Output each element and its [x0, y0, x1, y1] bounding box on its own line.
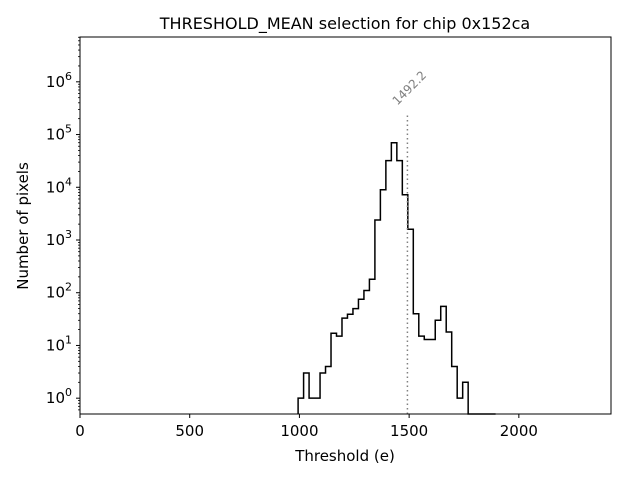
y-tick-base: 10 — [46, 389, 65, 407]
y-tick-exponent: 2 — [65, 281, 72, 294]
x-axis-label: Threshold (e) — [294, 447, 395, 465]
x-tick-label: 1500 — [390, 422, 428, 440]
y-tick-label: 105 — [46, 123, 72, 144]
y-tick-exponent: 1 — [65, 333, 72, 346]
y-tick-base: 10 — [46, 126, 65, 144]
axes-frame — [79, 36, 612, 415]
y-tick-base: 10 — [46, 284, 65, 302]
y-tick-base: 10 — [46, 178, 65, 196]
plot-area: 1492.20 500 1000 1500 2000100101102103104105… — [46, 36, 612, 440]
y-tick-label: 106 — [46, 70, 72, 91]
x-tick-label: 1000 — [280, 422, 318, 440]
y-tick-exponent: 6 — [65, 70, 72, 83]
y-tick-label: 102 — [46, 281, 72, 302]
x-tick-label: 2000 — [500, 422, 538, 440]
y-tick-label: 101 — [46, 333, 72, 354]
y-tick-label: 100 — [46, 386, 72, 407]
y-tick-exponent: 4 — [65, 175, 72, 188]
histogram-series — [297, 141, 496, 415]
x-tick-label: 0 — [75, 422, 85, 440]
chart-title: THRESHOLD_MEAN selection for chip 0x152c… — [159, 14, 530, 34]
y-tick-base: 10 — [46, 336, 65, 354]
y-tick-base: 10 — [46, 73, 65, 91]
y-tick-exponent: 5 — [65, 123, 72, 136]
threshold-marker-label: 1492.2 — [390, 68, 430, 108]
y-tick-exponent: 3 — [65, 228, 72, 241]
y-tick-exponent: 0 — [65, 386, 72, 399]
y-tick-base: 10 — [46, 231, 65, 249]
x-tick-label: 500 — [175, 422, 204, 440]
y-tick-label: 104 — [46, 175, 72, 196]
y-tick-label: 103 — [46, 228, 72, 249]
y-axis-label: Number of pixels — [14, 162, 32, 290]
